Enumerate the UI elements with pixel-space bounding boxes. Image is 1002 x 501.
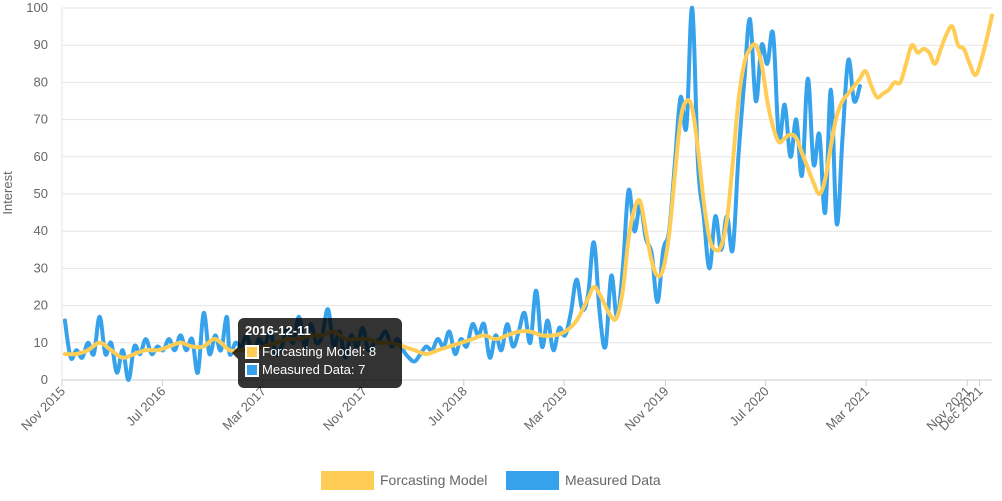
tooltip-row-forecast: Forcasting Model: 8 [245,343,395,361]
y-tick-label: 60 [34,149,48,164]
x-axis-tick-labels: Nov 2015 Jul 2016 Mar 2017 Nov 2017 Jul 2018… [18,384,986,434]
y-tick-label: 30 [34,260,48,275]
tooltip-swatch-measured [245,363,259,377]
x-tick-label: Jul 2016 [123,384,168,429]
tooltip: 2016-12-11 Forcasting Model: 8 Measured … [238,318,402,388]
y-axis-label: Interest [0,171,15,215]
y-tick-label: 80 [34,74,48,89]
x-tick-label: Mar 2017 [219,384,268,433]
legend-label[interactable]: Measured Data [565,472,661,488]
x-tick-label: Nov 2017 [320,384,370,434]
tooltip-title: 2016-12-11 [245,323,311,338]
tooltip-swatch-forecast [245,345,259,359]
tooltip-caret [232,347,238,359]
y-axis-tick-labels: 0 10 20 30 40 50 60 70 80 90 100 [26,0,48,387]
y-tick-label: 0 [41,372,48,387]
legend-swatch [321,471,374,490]
y-tick-label: 10 [34,335,48,350]
y-tick-label: 40 [34,223,48,238]
tooltip-label-measured: Measured Data: 7 [262,362,366,377]
grid-lines [61,7,992,386]
x-tick-label: Nov 2015 [18,384,68,434]
x-tick-label: Jul 2018 [425,384,470,429]
x-tick-label: Nov 2019 [622,384,672,434]
tooltip-row-measured: Measured Data: 7 [245,361,395,379]
legend-label[interactable]: Forcasting Model [380,472,487,488]
y-tick-label: 90 [34,37,48,52]
x-tick-label: Mar 2019 [521,384,570,433]
x-tick-label: Jul 2020 [726,384,771,429]
legend[interactable]: Forcasting Model Measured Data [321,471,661,490]
series-line-measured-data [62,5,862,382]
tooltip-label-forecast: Forcasting Model: 8 [262,344,377,359]
y-tick-label: 50 [34,186,48,201]
x-tick-label: Mar 2021 [823,384,872,433]
series-line-forcasting-model [62,13,994,360]
legend-swatch [506,471,559,490]
y-tick-label: 70 [34,112,48,127]
y-tick-label: 100 [26,0,48,15]
y-tick-label: 20 [34,298,48,313]
